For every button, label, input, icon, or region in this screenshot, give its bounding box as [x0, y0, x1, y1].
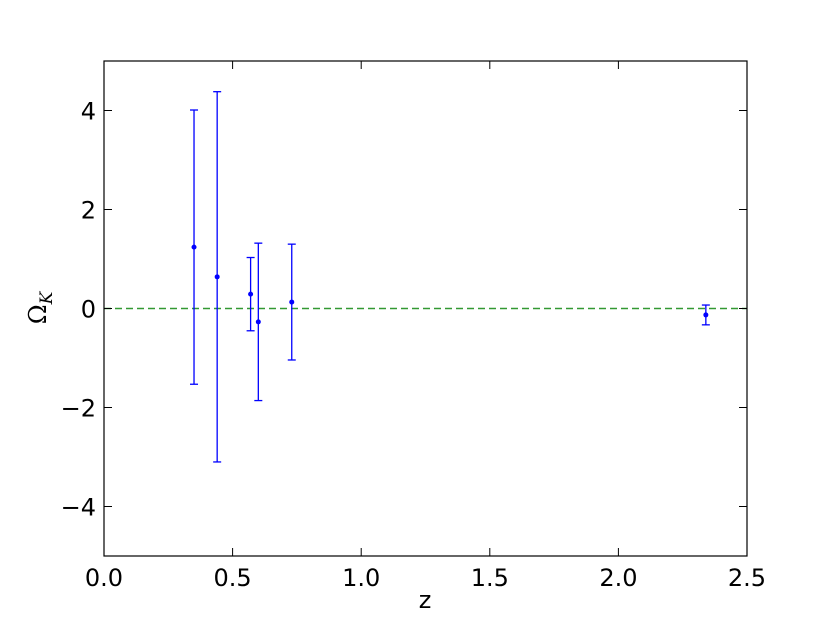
y-tick-label: −4	[61, 494, 96, 522]
point	[255, 319, 261, 325]
x-tick-label: 2.0	[599, 564, 637, 592]
x-tick-label: 2.5	[728, 564, 766, 592]
point	[289, 299, 295, 305]
y-tick-label: 2	[81, 197, 96, 225]
x-axis-label: z	[419, 586, 432, 614]
y-tick-label: 0	[81, 296, 96, 324]
x-tick-label: 0.5	[214, 564, 252, 592]
y-axis-label-subscript: K	[37, 290, 57, 305]
point	[214, 274, 220, 280]
y-tick-label: 4	[81, 98, 96, 126]
point	[248, 291, 254, 297]
plot-frame	[103, 60, 748, 557]
y-axis-label: ΩK	[24, 290, 57, 324]
x-tick-label: 0.0	[85, 564, 123, 592]
point	[703, 312, 709, 318]
y-axis-label-main: Ω	[24, 304, 52, 324]
x-tick-label: 1.5	[471, 564, 509, 592]
x-tick-label: 1.0	[342, 564, 380, 592]
y-tick-label: −2	[61, 395, 96, 423]
point	[191, 244, 197, 250]
